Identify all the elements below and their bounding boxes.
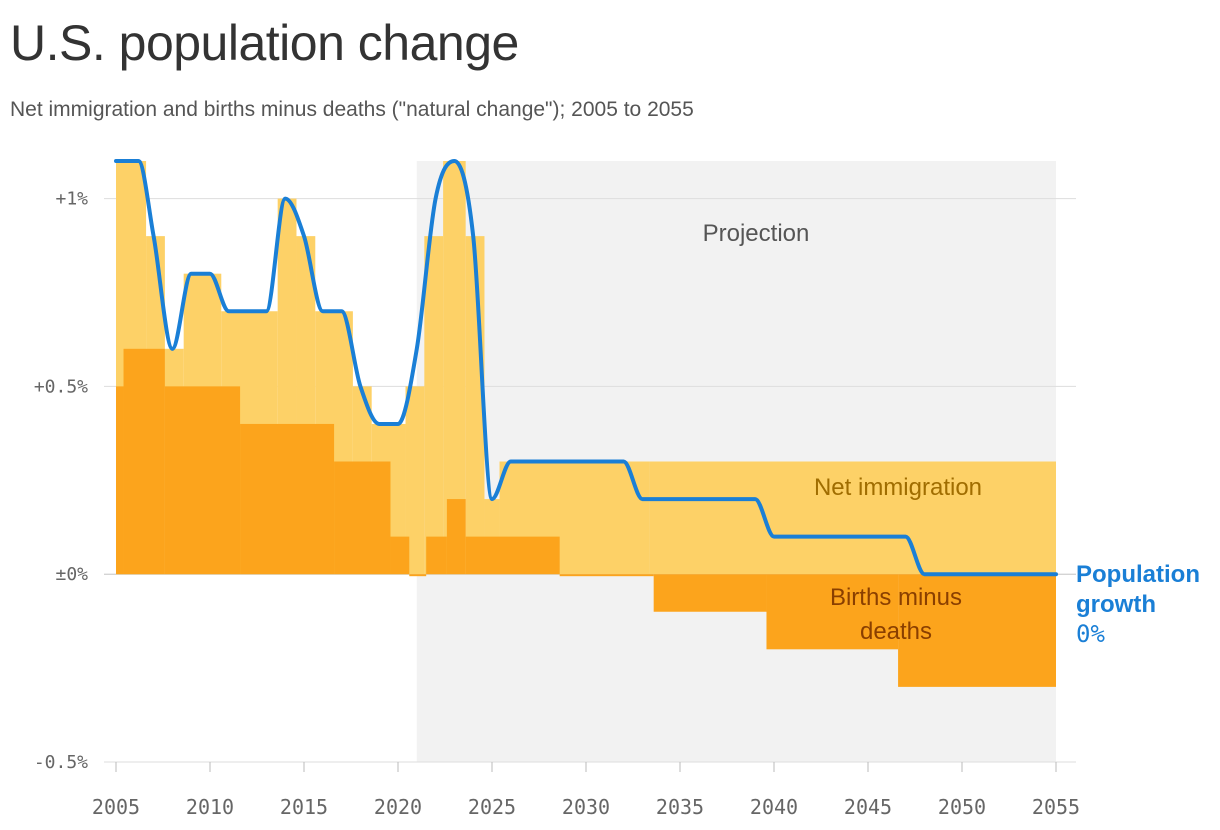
x-tick-label: 2010 (186, 795, 234, 819)
population-growth-line-group (114, 159, 1058, 577)
births-minus-deaths-bar (409, 574, 427, 577)
births-minus-deaths-bar (334, 461, 391, 575)
x-tick-label: 2025 (468, 795, 516, 819)
x-tick-label: 2040 (750, 795, 798, 819)
births-minus-deaths-bar (426, 536, 447, 575)
projection-label: Projection (703, 220, 810, 247)
births-minus-deaths-bar (559, 574, 654, 577)
births-minus-deaths-area (116, 348, 1056, 687)
net-immigration-bar (649, 461, 1056, 575)
y-tick-label: ±0% (55, 564, 88, 585)
population-growth-label: Population (1076, 561, 1200, 588)
x-tick-label: 2050 (938, 795, 986, 819)
x-tick-label: 2015 (280, 795, 328, 819)
births-minus-deaths-bar (164, 386, 241, 575)
population-growth-label: growth (1076, 591, 1156, 618)
y-tick-label: -0.5% (34, 752, 88, 773)
chart-title: U.S. population change (10, 15, 519, 71)
births-minus-deaths-bar (465, 536, 560, 575)
births-minus-deaths-bar (123, 348, 165, 575)
x-tick-label: 2020 (374, 795, 422, 819)
population-growth-line (114, 159, 1058, 577)
births-minus-deaths-label: Births minus (830, 584, 962, 611)
births-minus-deaths-bar (240, 423, 335, 575)
births-minus-deaths-bar (898, 574, 1056, 687)
births-minus-deaths-label: deaths (860, 618, 932, 645)
births-minus-deaths-bar (446, 499, 466, 575)
population-growth-value: 0% (1076, 620, 1105, 648)
net-immigration-bar (424, 236, 444, 575)
births-minus-deaths-bar (390, 536, 410, 575)
x-tick-label: 2005 (92, 795, 140, 819)
births-minus-deaths-bar (653, 574, 767, 612)
x-tick-label: 2035 (656, 795, 704, 819)
net-immigration-bar (405, 386, 425, 575)
x-tick-label: 2045 (844, 795, 892, 819)
net-immigration-bar (443, 161, 466, 575)
axes: +1% +0.5% ±0% -0.5% 2005 2010 2015 2020 2025 2030… (34, 189, 1080, 819)
chart-subtitle: Net immigration and births minus deaths … (10, 98, 694, 121)
x-tick-label: 2055 (1032, 795, 1080, 819)
y-tick-label: +0.5% (34, 376, 88, 397)
births-minus-deaths-bar (116, 386, 124, 575)
y-tick-label: +1% (55, 189, 88, 210)
annotations: Projection Net immigration Births minus dea… (703, 220, 1200, 648)
births-minus-deaths-bar (766, 574, 899, 650)
x-tick-label: 2030 (562, 795, 610, 819)
net-immigration-label: Net immigration (814, 474, 982, 501)
